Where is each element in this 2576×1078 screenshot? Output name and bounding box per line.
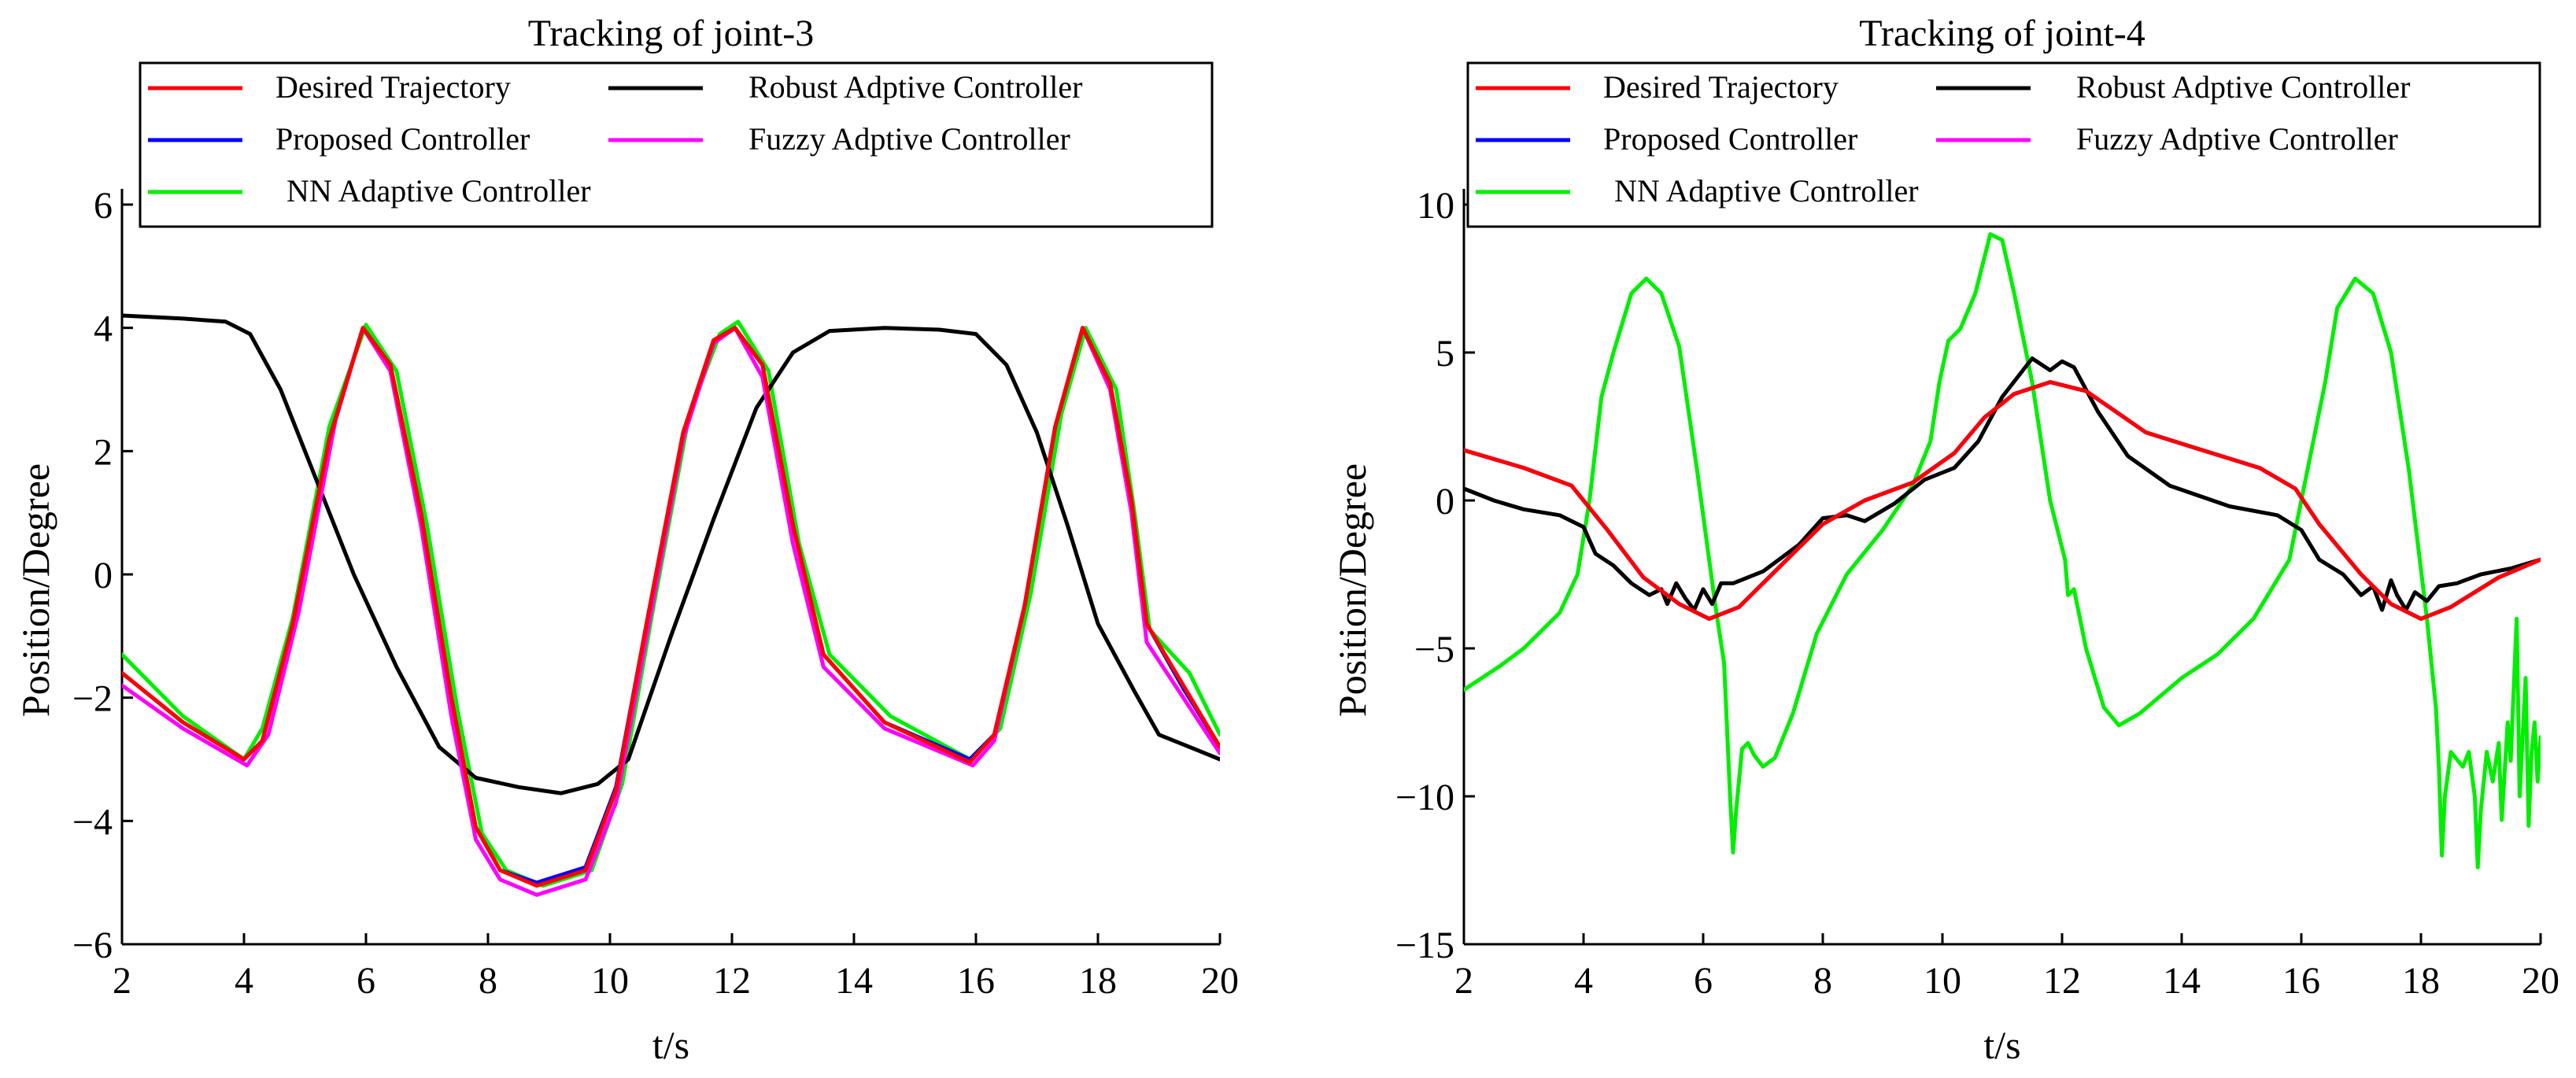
x-tick-label: 2 (1454, 960, 1473, 1002)
legend-label-proposed-controller: Proposed Controller (275, 121, 530, 157)
series-line-robust-adptive-controller (1464, 356, 2541, 612)
y-tick-label: −6 (72, 925, 113, 966)
legend-label-desired-trajectory: Desired Trajectory (275, 69, 511, 105)
y-tick-label: 6 (94, 185, 113, 227)
x-axis-label: t/s (1983, 1023, 2020, 1067)
chart-title: Tracking of joint-3 (528, 13, 815, 54)
chart-title: Tracking of joint-4 (1859, 13, 2145, 54)
legend-box (139, 61, 1214, 228)
y-axis-label: Position/Degree (13, 463, 57, 717)
series-line-desired-trajectory (1464, 380, 2541, 621)
legend: Desired Trajectory Robust Adptive Control… (1466, 61, 2541, 228)
y-tick-label: 0 (1436, 481, 1454, 522)
x-tick-label: 6 (357, 960, 375, 1002)
y-tick-label: 4 (94, 308, 113, 350)
x-axis-label: t/s (652, 1023, 689, 1067)
x-tick-label: 4 (1574, 960, 1593, 1002)
x-tick-label: 4 (235, 960, 253, 1002)
y-tick-label: −10 (1395, 777, 1454, 818)
chart-joint-3: Tracking of joint-32 4 6 8 10 12 14 16 18 20−6−4−… (13, 13, 1239, 1067)
x-tick-label: 14 (2163, 960, 2201, 1002)
y-axis-label: Position/Degree (1330, 463, 1374, 717)
y-tick-label: 2 (94, 431, 113, 473)
x-tick-label: 6 (1694, 960, 1713, 1002)
x-tick-label: 14 (835, 960, 873, 1002)
y-tick-label: −15 (1395, 925, 1454, 966)
legend-label-robust-adptive-controller: Robust Adptive Controller (2076, 69, 2410, 105)
x-tick-label: 10 (591, 960, 629, 1002)
legend-label-fuzzy-adptive-controller: Fuzzy Adptive Controller (2076, 121, 2398, 157)
x-tick-label: 12 (2043, 960, 2081, 1002)
y-tick-label: −4 (72, 801, 113, 843)
x-tick-label: 18 (2402, 960, 2440, 1002)
series-line-proposed-controller (122, 326, 1220, 885)
series-line-proposed-controller (1464, 380, 2541, 621)
y-tick-label: 5 (1436, 333, 1454, 375)
x-tick-label: 2 (113, 960, 131, 1002)
series-line-nn-adaptive-controller (1464, 232, 2541, 869)
x-tick-label: 16 (957, 960, 995, 1002)
x-tick-label: 20 (2522, 960, 2559, 1002)
legend-label-nn-adaptive-controller: NN Adaptive Controller (1614, 173, 1919, 209)
legend-label-nn-adaptive-controller: NN Adaptive Controller (286, 173, 591, 209)
legend-label-robust-adptive-controller: Robust Adptive Controller (748, 69, 1082, 105)
legend-label-desired-trajectory: Desired Trajectory (1603, 69, 1839, 105)
x-tick-label: 16 (2282, 960, 2320, 1002)
x-tick-label: 10 (1924, 960, 1961, 1002)
legend-label-proposed-controller: Proposed Controller (1603, 121, 1857, 157)
series-line-robust-adptive-controller (122, 313, 1220, 796)
x-tick-label: 8 (1813, 960, 1832, 1002)
y-tick-label: 10 (1417, 185, 1454, 227)
x-tick-label: 8 (479, 960, 497, 1002)
plot-area (1464, 232, 2541, 869)
x-tick-label: 18 (1079, 960, 1117, 1002)
series-line-desired-trajectory (122, 326, 1220, 888)
legend: Desired Trajectory Robust Adptive Control… (139, 61, 1214, 228)
y-tick-label: −5 (1414, 629, 1454, 670)
legend-box (1466, 61, 2541, 228)
y-tick-label: 0 (94, 555, 113, 596)
chart-joint-4: Tracking of joint-4 2 4 6 8 10 12 14 16 18 20 −15 −1… (1330, 13, 2559, 1067)
series-line-fuzzy-adptive-controller (122, 326, 1220, 897)
x-tick-label: 20 (1201, 960, 1239, 1002)
y-tick-label: −2 (72, 678, 113, 720)
series-line-fuzzy-adptive-controller (1464, 380, 2541, 621)
x-tick-label: 12 (713, 960, 751, 1002)
plot-area (122, 313, 1220, 897)
legend-label-fuzzy-adptive-controller: Fuzzy Adptive Controller (748, 121, 1070, 157)
